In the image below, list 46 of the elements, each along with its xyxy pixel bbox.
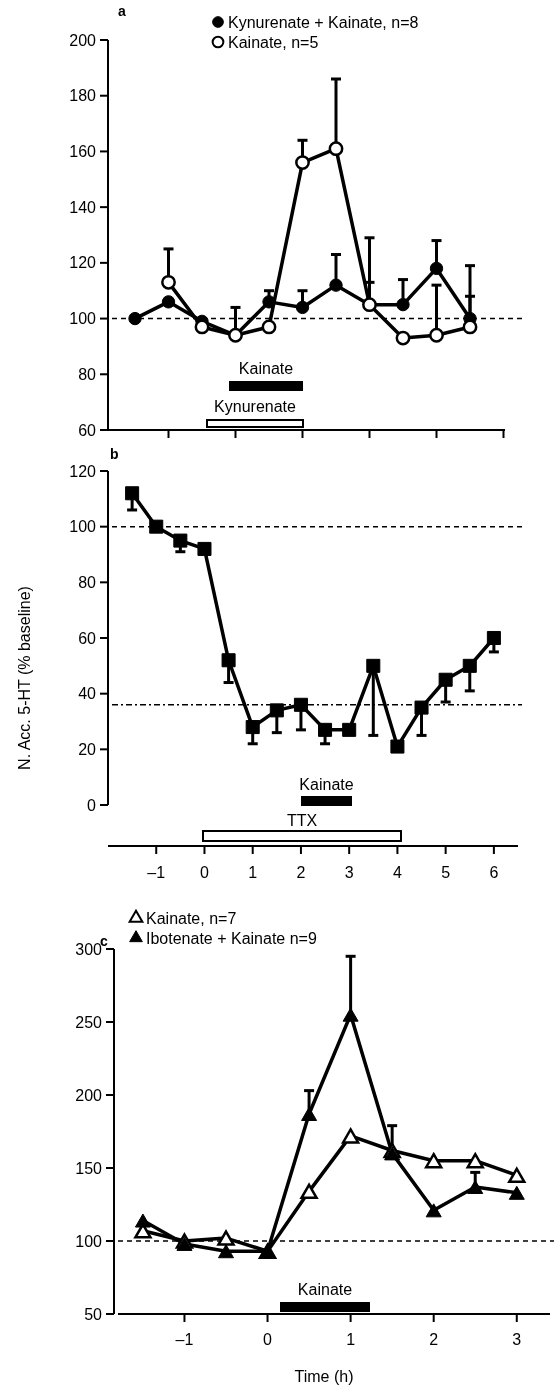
y-tick-label: 20	[78, 740, 97, 758]
y-tick-label: 100	[69, 518, 97, 536]
y-tick-label: 160	[69, 143, 97, 161]
y-tick-label: 200	[69, 31, 97, 49]
chart-title: b	[110, 446, 119, 462]
chart-title: a	[118, 3, 126, 19]
x-tick-label: 2	[296, 864, 306, 881]
x-tick-label: 3	[512, 1331, 522, 1348]
y-tick-label: 50	[84, 1305, 103, 1323]
y-tick-label: 120	[69, 462, 97, 480]
y-tick-label: 60	[78, 629, 97, 647]
y-tick-label: 100	[69, 310, 97, 328]
y-tick-label: 200	[75, 1086, 103, 1104]
y-axis-title: N. Acc. 5-HT (% baseline)	[16, 586, 33, 770]
legend-label: Kainate, n=7	[146, 909, 237, 927]
x-tick-label: –1	[175, 1331, 194, 1348]
legend-label: Kynurenate + Kainate, n=8	[228, 13, 419, 31]
y-tick-label: 80	[78, 573, 97, 591]
x-axis-title: Time (h)	[294, 1368, 354, 1385]
x-tick-label: 6	[489, 864, 499, 881]
y-tick-label: 0	[87, 796, 97, 814]
y-tick-label: 80	[78, 365, 97, 383]
legend-label: Kainate, n=5	[228, 33, 319, 51]
annotation: Kainate	[238, 360, 294, 377]
legend-label: Ibotenate + Kainate n=9	[146, 929, 317, 947]
y-tick-label: 180	[69, 87, 97, 105]
y-tick-label: 120	[69, 254, 97, 272]
x-tick-label: 5	[441, 864, 451, 881]
x-tick-label: 3	[344, 864, 354, 881]
y-tick-label: 60	[78, 421, 97, 439]
x-tick-label: 1	[346, 1331, 356, 1348]
x-tick-label: –1	[147, 864, 166, 881]
annotation: Kainate	[297, 1281, 353, 1298]
y-tick-label: 150	[75, 1159, 103, 1177]
x-tick-label: 4	[392, 864, 402, 881]
annotation: Kainate	[299, 776, 354, 793]
annotation: Kynurenate	[214, 398, 297, 415]
x-tick-label: 0	[200, 864, 210, 881]
x-tick-label: 1	[248, 864, 258, 881]
y-tick-label: 140	[69, 198, 97, 216]
text: TTX	[286, 812, 318, 829]
y-tick-label: 250	[75, 1013, 103, 1031]
y-tick-label: 40	[78, 685, 97, 703]
y-tick-label: 100	[75, 1232, 103, 1250]
x-tick-label: 2	[429, 1331, 439, 1348]
x-tick-label: 0	[263, 1331, 273, 1348]
